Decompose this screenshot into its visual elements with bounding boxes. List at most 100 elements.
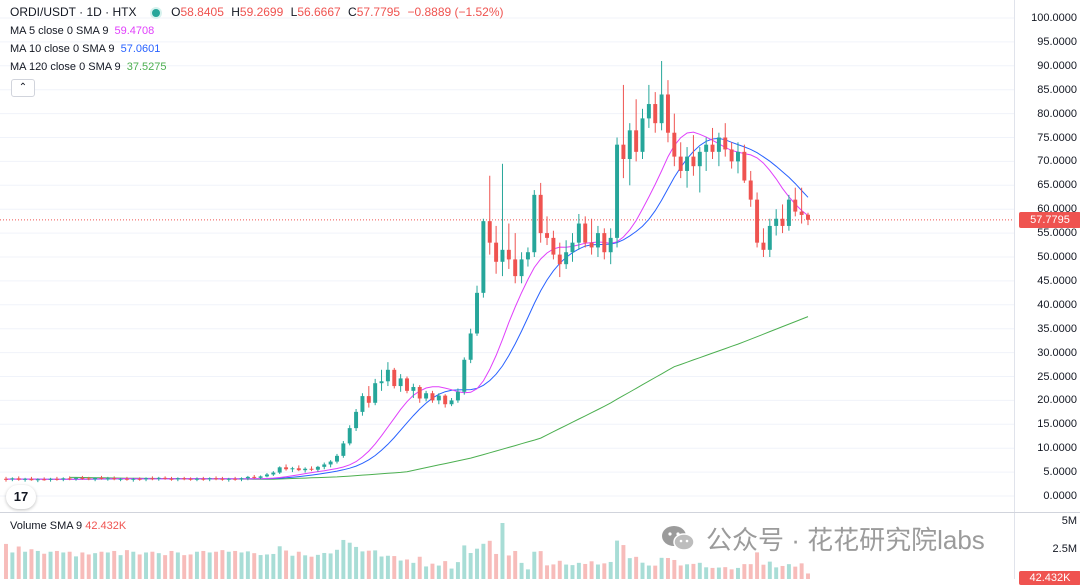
volume-bar xyxy=(557,560,562,579)
volume-bar xyxy=(799,563,804,579)
price-chart[interactable] xyxy=(0,0,1014,512)
ma5-legend-label: MA 5 close 0 SMA 9 xyxy=(10,25,109,37)
volume-bar xyxy=(513,550,518,579)
candle-body xyxy=(175,478,180,480)
volume-bar xyxy=(621,545,626,579)
volume-bar xyxy=(118,555,123,579)
volume-bar xyxy=(449,568,454,579)
volume-bar xyxy=(169,550,174,579)
candle-body xyxy=(277,467,282,473)
candle-body xyxy=(436,395,441,401)
candle-body xyxy=(704,144,709,152)
volume-bar xyxy=(494,553,499,579)
price-axis-label: 65.0000 xyxy=(1037,179,1077,192)
volume-bar xyxy=(373,550,378,579)
candle-body xyxy=(194,478,199,480)
candle-body xyxy=(48,478,53,480)
price-axis-label: 5.0000 xyxy=(1043,466,1077,479)
volume-bar xyxy=(455,562,460,579)
volume-bar xyxy=(112,550,117,579)
volume-bar xyxy=(150,551,155,579)
price-axis-label: 0.0000 xyxy=(1043,490,1077,502)
price-axis[interactable]: 100.0000 95.0000 90.0000 85.0000 80.0000 75.0… xyxy=(1014,0,1080,512)
candle-body xyxy=(564,252,569,265)
volume-last-tag: 42.432K xyxy=(1019,571,1080,585)
ma5-line xyxy=(5,131,809,480)
candle-body xyxy=(93,477,98,480)
candle-body xyxy=(761,242,766,250)
candle-body xyxy=(366,396,371,403)
tradingview-logo-icon[interactable]: 17 xyxy=(6,485,36,509)
candle-body xyxy=(379,381,384,384)
price-axis-label: 100.0000 xyxy=(1031,12,1077,24)
volume-axis[interactable]: 5M 2.5M 42.432K xyxy=(1014,513,1080,585)
volume-bar xyxy=(545,565,550,579)
volume-bar xyxy=(258,555,263,579)
ma5-legend[interactable]: MA 5 close 0 SMA 9 59.4708 xyxy=(10,25,157,37)
ma120-legend[interactable]: MA 120 close 0 SMA 9 37.5275 xyxy=(10,61,170,73)
candle-body xyxy=(806,214,810,220)
volume-bar xyxy=(602,563,607,579)
volume-bar xyxy=(723,567,728,579)
price-axis-label: 95.0000 xyxy=(1037,35,1077,48)
candle-body xyxy=(112,478,117,480)
volume-bar xyxy=(742,564,747,579)
volume-bar xyxy=(182,555,187,579)
volume-bar xyxy=(252,553,257,579)
candle-body xyxy=(799,211,804,215)
volume-bar xyxy=(786,564,791,579)
candle-body xyxy=(621,144,626,160)
candle-body xyxy=(417,387,422,399)
close-label: C xyxy=(348,5,357,19)
candle-body xyxy=(449,400,454,405)
ma5-path xyxy=(5,131,809,480)
candle-body xyxy=(309,468,314,470)
candle-body xyxy=(589,242,594,248)
volume-bar xyxy=(315,554,320,579)
candle-body xyxy=(16,478,21,480)
candle-body xyxy=(557,254,562,265)
symbol-title[interactable]: ORDI/USDT · 1D · HTX xyxy=(10,5,137,19)
ma120-legend-value: 37.5275 xyxy=(126,61,167,73)
volume-bar xyxy=(74,556,78,579)
volume-bar xyxy=(551,564,556,579)
candle-body xyxy=(774,218,779,226)
candle-body xyxy=(710,144,715,152)
candle-body xyxy=(716,137,721,152)
volume-bar xyxy=(678,565,683,579)
price-axis-label: 35.0000 xyxy=(1037,322,1077,335)
volume-bar xyxy=(35,550,40,579)
volume-bar xyxy=(163,555,168,579)
volume-bar xyxy=(61,552,66,579)
candle-body xyxy=(615,144,620,238)
low-value: 56.6667 xyxy=(297,5,341,19)
candle-body xyxy=(137,478,142,480)
volume-bar xyxy=(462,545,467,579)
volume-bar xyxy=(595,564,600,579)
candle-body xyxy=(124,478,129,480)
candle-body xyxy=(105,478,110,480)
candle-body xyxy=(665,94,670,133)
volume-legend[interactable]: Volume SMA 9 42.432K xyxy=(10,520,126,532)
volume-bar xyxy=(284,550,289,579)
collapse-legend-button[interactable]: ⌃ xyxy=(11,79,35,97)
volume-bar xyxy=(124,550,129,579)
volume-pane[interactable] xyxy=(0,513,1014,579)
candle-body xyxy=(646,104,651,119)
candle-body xyxy=(74,477,78,479)
volume-bar xyxy=(589,561,594,579)
candle-body xyxy=(354,411,359,429)
volume-bar xyxy=(653,565,658,579)
candle-body xyxy=(525,252,530,260)
candle-body xyxy=(462,359,467,392)
ma10-legend[interactable]: MA 10 close 0 SMA 9 57.0601 xyxy=(10,43,163,55)
pane-divider[interactable] xyxy=(0,512,1080,513)
volume-bar xyxy=(328,553,333,579)
candle-body xyxy=(748,180,753,200)
candle-body xyxy=(627,130,632,160)
candle-body xyxy=(315,466,320,470)
volume-bar xyxy=(806,573,810,579)
candlesticks xyxy=(4,61,810,483)
volume-bar xyxy=(233,550,238,579)
volume-bar xyxy=(42,553,47,579)
